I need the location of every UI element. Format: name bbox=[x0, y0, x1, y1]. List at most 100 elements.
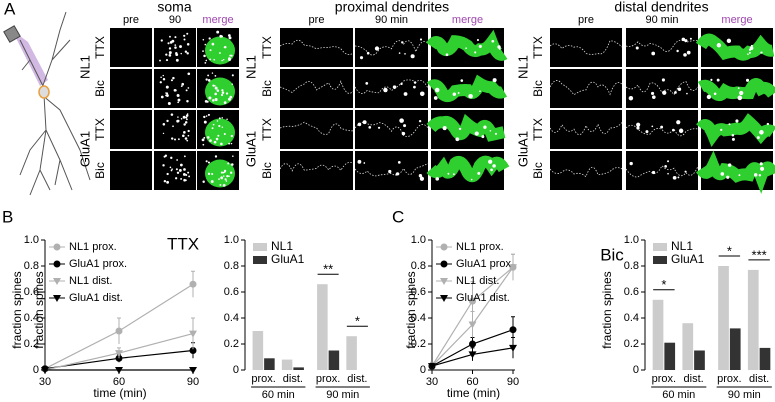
marker bbox=[469, 297, 476, 305]
puncta bbox=[186, 52, 189, 55]
row-condition-label: TTX bbox=[93, 118, 107, 141]
puncta bbox=[231, 74, 234, 77]
y-tick-label: 0.8 bbox=[224, 260, 239, 272]
puncta bbox=[735, 119, 739, 123]
puncta bbox=[160, 95, 164, 99]
x-tick-label: dist. bbox=[684, 373, 704, 385]
y-axis-label: fraction spines bbox=[600, 271, 614, 348]
puncta bbox=[713, 92, 717, 96]
row-condition-label: TTX bbox=[260, 36, 274, 59]
micrograph bbox=[355, 151, 428, 190]
puncta bbox=[221, 117, 223, 119]
marker bbox=[440, 278, 448, 285]
y-tick-label: 0 bbox=[420, 364, 426, 376]
legend-label: NL1 prox. bbox=[456, 241, 504, 253]
chart-title: Bic bbox=[600, 245, 624, 264]
puncta bbox=[208, 96, 212, 100]
puncta bbox=[185, 173, 188, 176]
puncta bbox=[383, 87, 388, 93]
puncta bbox=[175, 53, 179, 57]
micrograph bbox=[280, 151, 353, 190]
x-tick-label: prox. bbox=[717, 373, 741, 385]
puncta bbox=[176, 94, 180, 97]
puncta bbox=[445, 53, 449, 57]
puncta bbox=[477, 171, 481, 175]
green-dendrite bbox=[426, 29, 508, 61]
puncta bbox=[223, 175, 225, 177]
puncta bbox=[186, 32, 189, 35]
section-title: soma bbox=[157, 0, 191, 15]
y-tick-label: 1.0 bbox=[24, 234, 39, 246]
puncta bbox=[494, 132, 498, 135]
puncta bbox=[403, 124, 407, 128]
puncta bbox=[159, 59, 161, 62]
puncta bbox=[481, 135, 485, 139]
marker bbox=[41, 367, 49, 374]
puncta bbox=[489, 129, 492, 132]
puncta bbox=[160, 39, 163, 42]
puncta bbox=[388, 169, 392, 174]
puncta bbox=[497, 45, 501, 49]
column-header: merge bbox=[452, 14, 483, 26]
puncta bbox=[738, 174, 741, 177]
x-axis-label: time (min) bbox=[93, 386, 146, 400]
puncta bbox=[180, 52, 182, 55]
green-dendrite bbox=[695, 150, 775, 194]
puncta bbox=[219, 184, 222, 186]
marker bbox=[115, 327, 123, 335]
x-tick-label: 90 bbox=[187, 376, 199, 388]
puncta bbox=[230, 134, 234, 138]
bar bbox=[759, 347, 771, 370]
puncta bbox=[223, 101, 227, 104]
puncta bbox=[187, 129, 190, 133]
puncta bbox=[759, 130, 764, 135]
puncta bbox=[374, 46, 380, 51]
puncta bbox=[442, 126, 447, 131]
marker bbox=[468, 321, 477, 329]
puncta bbox=[219, 34, 223, 38]
puncta bbox=[183, 178, 186, 182]
puncta bbox=[207, 172, 211, 175]
bar bbox=[747, 269, 759, 370]
puncta bbox=[478, 44, 482, 48]
puncta bbox=[168, 54, 172, 57]
puncta bbox=[490, 168, 493, 172]
puncta bbox=[202, 50, 204, 53]
puncta bbox=[651, 170, 656, 175]
puncta bbox=[227, 57, 231, 61]
y-tick-label: 0.6 bbox=[24, 286, 39, 298]
micrograph bbox=[280, 110, 353, 149]
y-tick-label: 0.4 bbox=[24, 312, 39, 324]
puncta bbox=[413, 85, 416, 89]
micrograph bbox=[550, 110, 622, 149]
puncta bbox=[403, 92, 408, 96]
x-tick-label: prox. bbox=[251, 373, 275, 385]
puncta bbox=[183, 131, 186, 134]
puncta bbox=[182, 115, 186, 119]
puncta bbox=[229, 171, 233, 174]
marker bbox=[53, 278, 61, 285]
panel-label: B bbox=[2, 207, 13, 226]
puncta bbox=[731, 134, 735, 137]
puncta bbox=[672, 175, 677, 180]
puncta bbox=[221, 91, 225, 94]
puncta bbox=[716, 43, 722, 48]
puncta bbox=[185, 114, 189, 117]
green-dendrite bbox=[426, 155, 510, 182]
puncta bbox=[183, 123, 186, 126]
x-tick-label: prox. bbox=[316, 373, 340, 385]
puncta bbox=[221, 59, 223, 62]
puncta bbox=[766, 122, 770, 126]
puncta bbox=[452, 173, 455, 176]
x-axis-label: time (min) bbox=[447, 386, 500, 400]
puncta bbox=[170, 113, 174, 116]
micrograph bbox=[110, 110, 152, 149]
puncta bbox=[169, 166, 172, 169]
puncta bbox=[187, 72, 191, 76]
row-condition-label: TTX bbox=[260, 118, 274, 141]
puncta bbox=[207, 161, 210, 164]
puncta bbox=[661, 78, 665, 82]
y-tick-label: 1.0 bbox=[411, 234, 426, 246]
puncta bbox=[177, 98, 181, 102]
puncta bbox=[203, 120, 207, 124]
